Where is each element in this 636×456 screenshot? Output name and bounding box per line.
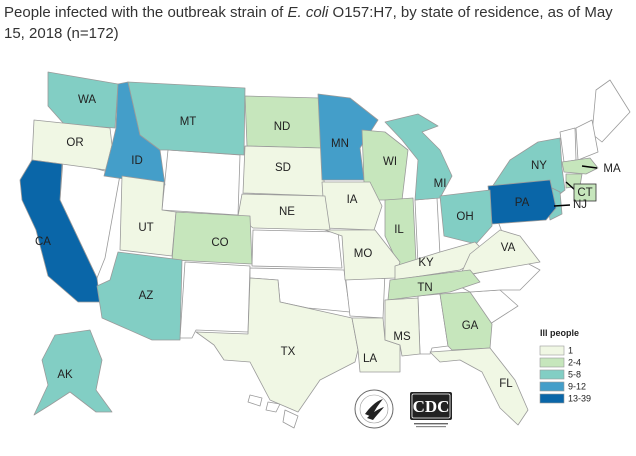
state-label-sd: SD (275, 162, 291, 174)
state-shape-nh (575, 119, 599, 161)
cdc-logo: CDC (410, 392, 452, 428)
state-label-oh: OH (456, 211, 473, 223)
state-shape-ma (561, 157, 599, 175)
legend-swatch (539, 345, 565, 356)
hhs-logo (354, 389, 394, 429)
state-shape-ms (384, 297, 421, 357)
legend-swatch (539, 357, 565, 368)
state-label-ny: NY (531, 160, 547, 172)
state-label-wi: WI (383, 156, 397, 168)
state-label-ne: NE (279, 206, 295, 218)
title-species: E. coli (287, 4, 329, 21)
state-shape-la (351, 317, 401, 373)
state-shape-ne (237, 193, 331, 231)
state-label-ut: UT (138, 222, 153, 234)
state-label-id: ID (131, 155, 143, 167)
leader-ct (565, 181, 576, 191)
state-shape-az (96, 251, 183, 341)
state-shape-mi (384, 113, 453, 201)
state-shape-ca (19, 159, 101, 303)
title-after: O157:H7, by state of residence, as of Ma… (4, 4, 613, 42)
state-shape-fl (429, 347, 529, 426)
state-shape-tn (387, 269, 481, 301)
cdc-logo-text: CDC (413, 397, 450, 416)
state-label-mn: MN (331, 138, 349, 150)
legend-label: 5-8 (568, 369, 581, 379)
leader-ma (581, 165, 598, 169)
legend-label: 2-4 (568, 357, 581, 367)
ct-label-box (573, 183, 597, 202)
legend-swatch (539, 381, 565, 392)
legend-label: 9-12 (568, 381, 586, 391)
state-label-co: CO (211, 237, 228, 249)
legend-label: 1 (568, 345, 573, 355)
legend-label: 13-39 (568, 393, 591, 403)
state-label-tx: TX (281, 346, 296, 358)
state-label-ca: CA (35, 236, 51, 248)
map-title: People infected with the outbreak strain… (4, 2, 630, 44)
state-shape-mn (317, 93, 379, 181)
state-label-nd: ND (274, 121, 291, 133)
state-label-ga: GA (462, 320, 479, 332)
state-shape-vt (559, 127, 577, 163)
state-shape-wy (161, 149, 241, 216)
state-label-mt: MT (180, 116, 197, 128)
legend-title: Ill people (540, 328, 579, 338)
title-before: People infected with the outbreak strain… (4, 4, 288, 21)
legend-swatch (539, 393, 565, 404)
state-label-nj: NJ (573, 199, 587, 211)
state-label-mo: MO (354, 248, 373, 260)
state-label-ma: MA (603, 163, 621, 175)
state-label-tn: TN (417, 282, 432, 294)
leader-nj (553, 204, 571, 207)
state-shape-hi (247, 394, 299, 429)
state-shape-ak (33, 329, 113, 416)
state-label-ak: AK (57, 369, 73, 381)
state-label-il: IL (394, 224, 404, 236)
state-shape-oh (439, 189, 493, 245)
state-label-la: LA (363, 353, 377, 365)
state-label-ct: CT (577, 187, 592, 199)
state-shape-nm (179, 261, 251, 339)
state-label-wa: WA (78, 94, 96, 106)
state-shape-ks (251, 229, 343, 269)
state-shape-tx (195, 277, 359, 413)
legend-swatch (539, 369, 565, 380)
state-shape-mt (127, 81, 246, 156)
state-label-or: OR (66, 137, 83, 149)
state-label-ky: KY (418, 257, 434, 269)
state-label-az: AZ (139, 290, 154, 302)
state-label-ia: IA (347, 194, 358, 206)
state-label-mi: MI (434, 178, 447, 190)
state-label-va: VA (501, 242, 516, 254)
state-shape-co (171, 211, 253, 265)
state-shape-me (591, 79, 631, 143)
state-label-fl: FL (499, 378, 513, 390)
state-label-ms: MS (393, 331, 411, 343)
legend: Ill people 1 2-4 5-8 9-12 13-39 (539, 328, 591, 404)
state-label-pa: PA (515, 197, 530, 209)
